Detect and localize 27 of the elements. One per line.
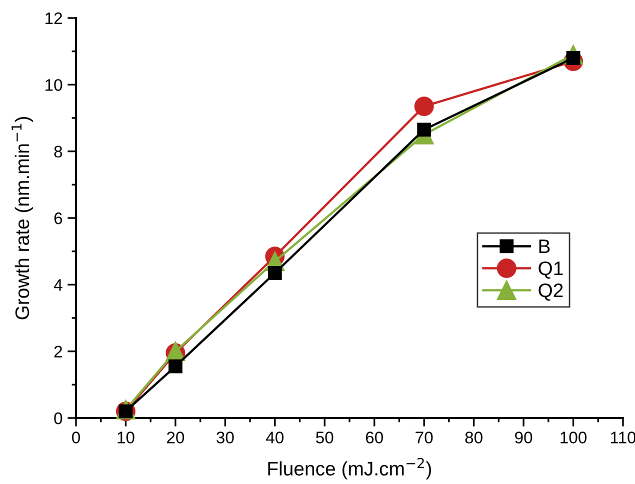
legend-label: Q2: [538, 283, 563, 301]
point: [414, 96, 434, 116]
point: [417, 122, 432, 137]
y-axis-title: Growth rate (nm.min$^{−1}$): [12, 117, 33, 320]
legend-label: Q1: [538, 261, 563, 279]
x-axis-title: Fluence (mJ.cm$^{−2}$): [268, 458, 432, 480]
point: [268, 266, 282, 280]
x-tick-label: 60: [366, 432, 383, 444]
x-tick-label: 20: [167, 432, 184, 444]
y-tick-label: 10: [46, 79, 62, 91]
x-tick-label: 30: [216, 432, 234, 444]
x-tick-label: 50: [316, 432, 334, 444]
y-tick-label: 2: [54, 346, 62, 358]
x-tick-label: 40: [266, 432, 284, 444]
y-tick-label: 0: [54, 412, 62, 424]
x-tick-label: 100: [560, 432, 587, 444]
x-tick-label: 10: [118, 432, 134, 444]
x-tick-label: 70: [416, 432, 433, 444]
x-tick-label: 80: [465, 432, 482, 444]
x-tick-label: 90: [515, 432, 532, 444]
y-tick-label: 8: [54, 146, 62, 158]
y-tick-label: 6: [54, 212, 62, 224]
y-tick-label: 12: [46, 12, 62, 24]
legend-label: B: [539, 240, 550, 254]
point: [168, 359, 182, 374]
y-tick-label: 4: [54, 279, 62, 291]
x-tick-label: 0: [72, 432, 80, 444]
